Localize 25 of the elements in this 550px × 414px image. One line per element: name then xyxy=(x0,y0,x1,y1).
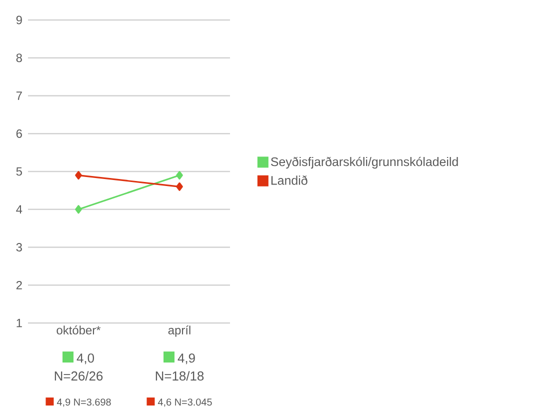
y-tick-label: 8 xyxy=(16,54,22,62)
text: N=26/26 xyxy=(54,371,103,381)
text: N=3.045 xyxy=(175,398,212,406)
data-label: 4,9 xyxy=(56,398,70,407)
data-label: 4,6 xyxy=(158,398,172,407)
y-tick-label: 7 xyxy=(16,92,22,100)
point xyxy=(176,182,183,191)
y-tick-label: 2 xyxy=(16,280,22,290)
point xyxy=(75,205,82,214)
y-tick-label: 5 xyxy=(16,167,22,176)
y-tick-label: 6 xyxy=(16,129,22,138)
x-tick-label: apríl xyxy=(168,326,190,337)
y-tick-label: 1 xyxy=(16,318,22,328)
legend-label: Landið xyxy=(271,176,308,185)
point xyxy=(75,171,82,180)
y-tick-label: 9 xyxy=(16,16,22,24)
y-tick-label: 3 xyxy=(16,243,22,252)
data-label: 4,0 xyxy=(76,353,94,364)
text: N=18/18 xyxy=(156,371,204,381)
x-tick-label: október* xyxy=(56,326,101,334)
text: N=3.698 xyxy=(74,398,111,406)
legend-label: Seyðisfjarðarskóli/grunnskóladeild xyxy=(270,156,458,169)
y-tick-label: 4 xyxy=(16,205,22,214)
data-label: 4,9 xyxy=(178,353,195,364)
point xyxy=(176,171,183,180)
